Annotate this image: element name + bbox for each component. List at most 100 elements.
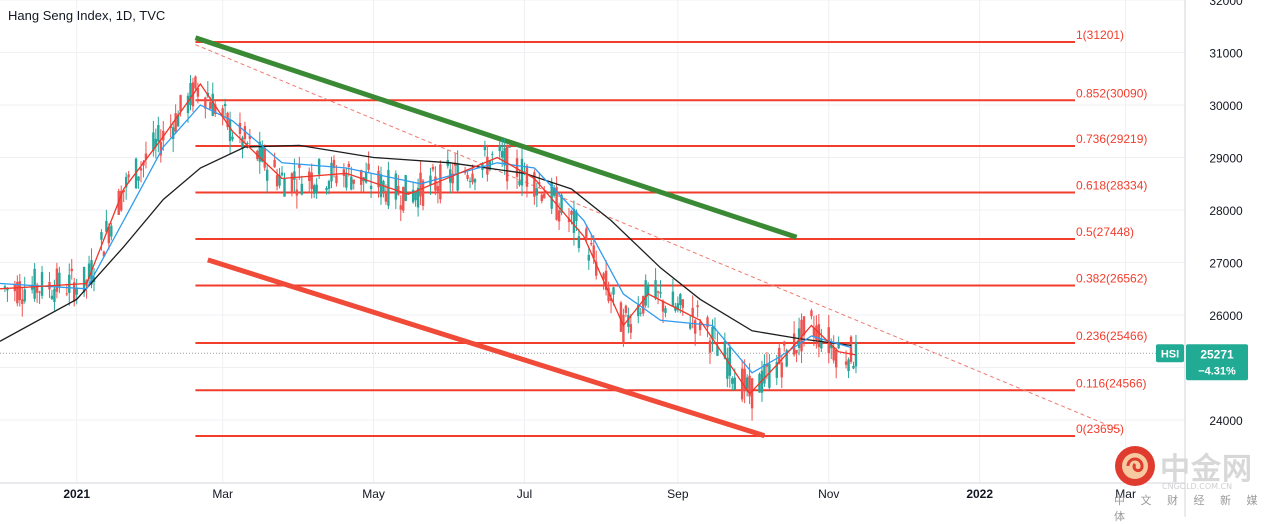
- candle-body: [646, 285, 650, 295]
- candle-body: [228, 119, 232, 142]
- x-tick-label: May: [362, 487, 385, 501]
- candle-body: [780, 362, 783, 378]
- candle-body: [656, 291, 660, 293]
- candle-body: [743, 368, 746, 392]
- candles: [3, 75, 858, 421]
- price-tag: [1186, 344, 1248, 381]
- candle-body: [750, 378, 754, 409]
- candle-body: [295, 189, 299, 196]
- candle-body: [194, 76, 197, 89]
- candle-body: [800, 319, 803, 352]
- candle-body: [696, 305, 699, 308]
- grid: [0, 0, 1185, 483]
- symbol-tag: [1156, 344, 1184, 363]
- fib-level-label: 0(23695): [1076, 422, 1124, 436]
- candle-body: [607, 287, 610, 302]
- candle-body: [498, 145, 501, 152]
- candle-body: [263, 147, 266, 168]
- candle-body: [6, 288, 9, 291]
- watermark-tagline: 中 文 财 经 新 媒 体: [1114, 494, 1264, 523]
- candle-body: [310, 172, 313, 190]
- x-tick-label: Mar: [1115, 487, 1136, 501]
- candle-body: [223, 103, 227, 107]
- candle-body: [317, 159, 321, 175]
- candle-body: [560, 194, 563, 213]
- candle-body: [127, 174, 130, 178]
- candle-body: [619, 302, 623, 332]
- candle-body: [404, 175, 407, 201]
- candle-body: [364, 172, 368, 183]
- y-tick-label: 26000: [1209, 309, 1243, 323]
- candle-body: [745, 377, 749, 389]
- candle-body: [174, 113, 177, 132]
- x-tick-label: Mar: [212, 487, 233, 501]
- fib-level-label: 0.382(26562): [1076, 271, 1147, 285]
- trendline-dashed: [195, 44, 1121, 431]
- candle-body: [102, 251, 106, 257]
- candle-body: [283, 178, 286, 197]
- candle-body: [214, 104, 217, 114]
- candle-body: [555, 187, 558, 220]
- candle-body: [644, 280, 647, 306]
- candle-body: [421, 180, 425, 206]
- candle-body: [726, 357, 729, 379]
- candle-body: [671, 291, 675, 307]
- y-tick-label: 29000: [1209, 152, 1243, 166]
- candle-body: [609, 298, 613, 301]
- symbol-label: HSI: [1161, 348, 1179, 360]
- candle-body: [258, 141, 261, 162]
- candle-body: [659, 292, 662, 294]
- fib-level-label: 0.736(29219): [1076, 132, 1147, 146]
- fib-lines: [0, 40, 1180, 438]
- candle-body: [731, 378, 734, 384]
- candle-body: [293, 171, 296, 180]
- candle-body: [795, 349, 798, 354]
- candle-body: [661, 300, 665, 312]
- candle-body: [73, 282, 76, 302]
- candle-body: [243, 126, 247, 140]
- candle-body: [68, 274, 71, 293]
- candle-body: [748, 375, 751, 397]
- candle-body: [157, 125, 160, 142]
- y-tick-label: 31000: [1209, 47, 1243, 61]
- fib-level-label: 0.116(24566): [1076, 376, 1147, 390]
- candle-body: [453, 162, 457, 166]
- candle-body: [834, 350, 838, 368]
- candle-body: [778, 347, 781, 364]
- candle-body: [768, 363, 771, 388]
- candle-body: [298, 164, 301, 168]
- candle-body: [221, 108, 224, 118]
- candle-body: [58, 272, 61, 288]
- candle-body: [179, 95, 182, 112]
- candle-body: [290, 173, 294, 193]
- candle-body: [241, 137, 244, 149]
- fib-level-label: 1(31201): [1076, 28, 1124, 42]
- chart-title: Hang Seng Index, 1D, TVC: [8, 8, 166, 23]
- candle-body: [124, 176, 128, 188]
- candle-body: [570, 210, 573, 215]
- candle-body: [577, 236, 581, 248]
- candle-body: [176, 114, 180, 127]
- candle-body: [760, 370, 764, 393]
- candle-body: [622, 314, 625, 343]
- candle-body: [50, 295, 54, 299]
- candle-body: [137, 176, 140, 181]
- candle-body: [515, 158, 519, 177]
- candle-body: [473, 179, 477, 183]
- candle-body: [312, 185, 316, 194]
- candle-body: [429, 175, 432, 185]
- candle-body: [377, 170, 380, 188]
- candle-body: [783, 341, 786, 346]
- candle-body: [315, 184, 318, 192]
- candle-body: [16, 281, 19, 304]
- candle-body: [587, 254, 590, 261]
- candle-body: [416, 187, 420, 208]
- candle-body: [503, 147, 506, 166]
- candle-body: [189, 83, 192, 106]
- candle-body: [533, 172, 536, 197]
- candle-body: [345, 173, 348, 188]
- candle-body: [369, 185, 373, 189]
- candle-body: [238, 122, 242, 134]
- x-tick-label: 2022: [966, 487, 993, 501]
- candle-body: [810, 310, 813, 317]
